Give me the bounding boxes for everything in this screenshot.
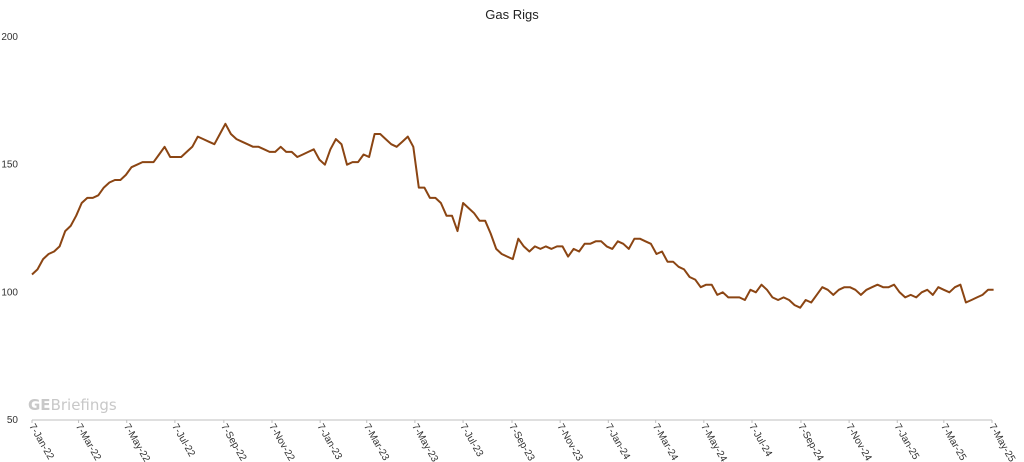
- series-line-gas-rigs: [31, 122, 994, 309]
- x-tick-label-4: 7-Sep-22: [218, 422, 248, 462]
- x-tick-label-14: 7-May-24: [698, 422, 729, 462]
- x-tick-label-19: 7-Mar-25: [938, 422, 968, 462]
- x-tick-label-3: 7-Jul-22: [169, 422, 197, 459]
- x-tick-label-1: 7-Mar-22: [73, 422, 103, 462]
- x-tick-label-2: 7-May-22: [121, 422, 152, 462]
- y-tick-label-2: 150: [1, 160, 18, 171]
- y-tick-label-0: 50: [7, 415, 19, 426]
- x-tick-label-8: 7-May-23: [409, 422, 440, 462]
- x-tick-label-16: 7-Sep-24: [795, 422, 825, 462]
- y-tick-label-1: 100: [1, 287, 18, 298]
- y-axis-ticks: 50 100 150 200: [1, 32, 18, 426]
- x-tick-label-10: 7-Sep-23: [506, 422, 536, 462]
- chart-title: Gas Rigs: [485, 7, 539, 22]
- x-tick-label-13: 7-Mar-24: [650, 422, 680, 462]
- x-tick-label-5: 7-Nov-22: [266, 422, 296, 462]
- logo-regular-text: Briefings: [50, 396, 117, 414]
- x-tick-label-15: 7-Jul-24: [746, 422, 774, 459]
- x-tick-label-9: 7-Jul-23: [457, 422, 485, 459]
- gebriefings-logo: GEBriefings: [28, 396, 117, 414]
- x-tick-label-12: 7-Jan-24: [603, 422, 632, 462]
- x-tick-label-7: 7-Mar-23: [361, 422, 391, 462]
- x-tick-label-20: 7-May-25: [986, 422, 1017, 462]
- logo-bold-text: GE: [28, 396, 51, 414]
- x-tick-label-17: 7-Nov-24: [844, 422, 874, 462]
- x-tick-label-0: 7-Jan-22: [26, 422, 55, 462]
- y-tick-label-3: 200: [1, 32, 18, 43]
- x-tick-label-18: 7-Jan-25: [892, 422, 921, 462]
- x-tick-label-6: 7-Jan-23: [315, 422, 344, 462]
- x-tick-label-11: 7-Nov-23: [555, 422, 585, 462]
- x-axis-ticks: 7-Jan-22 7-Mar-22 7-May-22 7-Jul-22 7-Sep-22…: [26, 420, 1017, 462]
